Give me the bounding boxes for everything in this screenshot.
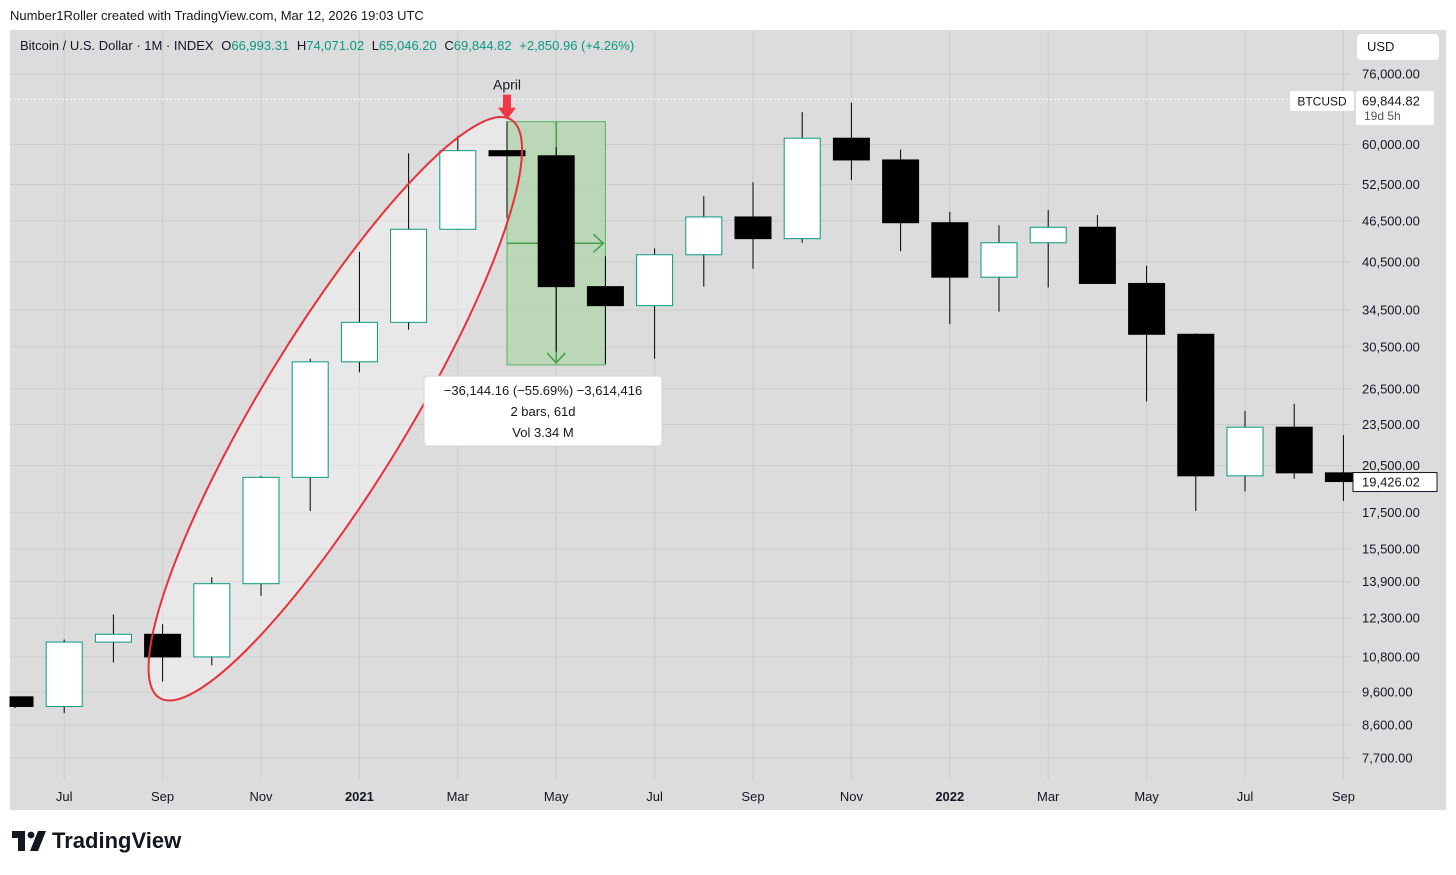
candle-down <box>1177 333 1215 477</box>
measure-right-arrowhead <box>592 233 605 253</box>
legend-high-value: 74,071.02 <box>306 38 365 53</box>
candle-up <box>685 216 723 256</box>
candle-down <box>882 159 920 224</box>
x-tick-label: Jul <box>56 789 73 804</box>
last-price-label: 69,844.82 <box>1362 94 1420 109</box>
x-tick-label: May <box>544 789 569 804</box>
candle-up <box>193 583 231 658</box>
x-tick-label: Mar <box>447 789 470 804</box>
y-tick-label: 60,000.00 <box>1362 137 1420 152</box>
legend-low-value: 65,046.20 <box>378 38 437 53</box>
highlight-ellipse-fill <box>148 117 523 701</box>
x-tick-label: Jul <box>646 789 663 804</box>
overlay-layer: April −36,144.16 (−55.69%) −3,614,416 2 ba… <box>147 77 1438 702</box>
candle-up <box>340 321 378 363</box>
tradingview-logo[interactable]: TradingView <box>12 828 181 854</box>
y-tick-label: 20,500.00 <box>1362 458 1420 473</box>
candle-up <box>94 633 132 643</box>
candle-down <box>734 216 772 240</box>
y-tick-label: 7,700.00 <box>1362 751 1413 766</box>
tradingview-wordmark: TradingView <box>52 828 182 853</box>
chart-credit: Number1Roller created with TradingView.c… <box>10 8 424 23</box>
legend-symbol: Bitcoin / U.S. Dollar · 1M · INDEX <box>20 38 214 53</box>
legend-close-value: 69,844.82 <box>453 38 512 53</box>
last-price-box <box>1356 91 1434 125</box>
candle-down <box>9 696 34 707</box>
y-tick-label: 46,500.00 <box>1362 213 1420 228</box>
legend-change: +2,850.96 (+4.26%) <box>519 38 635 53</box>
y-tick-label: 17,500.00 <box>1362 505 1420 520</box>
x-tick-label: May <box>1134 789 1159 804</box>
candle-up <box>291 361 329 478</box>
candle-down <box>144 633 182 658</box>
candle-down <box>931 222 969 278</box>
y-tick-label: 40,500.00 <box>1362 255 1420 270</box>
candle-down <box>1128 282 1166 335</box>
legend-close-label: C <box>444 38 454 53</box>
x-tick-label: Nov <box>249 789 273 804</box>
highlight-ellipse <box>147 116 524 702</box>
current-price-box <box>1352 472 1438 493</box>
candle-up <box>636 254 674 307</box>
current-price-label: 19,426.02 <box>1362 475 1420 490</box>
candle-up <box>1226 426 1264 477</box>
y-tick-label: 13,900.00 <box>1362 574 1420 589</box>
tradingview-logo-icon <box>12 831 46 851</box>
symbol-tag: BTCUSD <box>1297 95 1347 109</box>
measure-tooltip-line: −36,144.16 (−55.69%) −3,614,416 <box>444 383 642 398</box>
candle-up <box>1029 226 1067 244</box>
y-tick-label: 30,500.00 <box>1362 339 1420 354</box>
x-tick-label: Nov <box>840 789 864 804</box>
candle-down <box>488 150 526 157</box>
candle-up <box>242 476 280 585</box>
y-tick-label: 8,600.00 <box>1362 717 1413 732</box>
y-tick-label: 26,500.00 <box>1362 381 1420 396</box>
legend-high-label: H <box>296 38 307 53</box>
candle-up <box>439 150 477 230</box>
measure-tooltip <box>423 375 663 447</box>
y-tick-label: 52,500.00 <box>1362 177 1420 192</box>
y-tick-label: 76,000.00 <box>1362 67 1420 82</box>
axis-layer: 76,000.00 60,000.00 52,500.00 46,500.00 40,5… <box>56 67 1420 805</box>
ellipse-fill-layer <box>148 117 523 701</box>
x-tick-label: Mar <box>1037 789 1060 804</box>
candle-up <box>45 641 83 707</box>
x-tick-label: 2021 <box>345 789 374 804</box>
legend-low-label: L <box>371 38 379 53</box>
legend-open-label: O <box>221 38 232 53</box>
y-tick-label: 15,500.00 <box>1362 541 1420 556</box>
y-tick-label: 10,800.00 <box>1362 649 1420 664</box>
x-tick-label: 2022 <box>935 789 964 804</box>
candle-down <box>1078 226 1116 284</box>
april-arrow-icon <box>498 107 516 120</box>
candle-up <box>390 228 428 323</box>
y-tick-label: 9,600.00 <box>1362 685 1413 700</box>
measure-tooltip-line: 2 bars, 61d <box>510 404 575 419</box>
legend-open-value: 66,993.31 <box>231 38 290 53</box>
april-arrow-shaft <box>503 94 511 109</box>
candle-layer <box>9 102 1362 714</box>
y-tick-label: 23,500.00 <box>1362 417 1420 432</box>
candle-up <box>980 242 1018 278</box>
candle-up <box>783 137 821 240</box>
currency-button[interactable]: USD <box>1357 34 1439 60</box>
candle-down <box>832 137 870 161</box>
candle-down <box>537 155 575 288</box>
x-tick-label: Sep <box>1332 789 1355 804</box>
countdown-label: 19d 5h <box>1364 109 1401 123</box>
y-tick-label: 12,300.00 <box>1362 611 1420 626</box>
symbol-legend[interactable]: Bitcoin / U.S. Dollar · 1M · INDEX O66,9… <box>20 38 634 53</box>
x-tick-label: Sep <box>151 789 174 804</box>
y-tick-label: 34,500.00 <box>1362 302 1420 317</box>
measure-down-arrowhead <box>546 352 566 365</box>
candle-down <box>586 286 624 307</box>
measure-tooltip-line: Vol 3.34 M <box>512 425 573 440</box>
symbol-tag-box <box>1290 91 1354 111</box>
x-tick-label: Jul <box>1237 789 1254 804</box>
candle-down <box>1275 426 1313 474</box>
x-tick-label: Sep <box>741 789 764 804</box>
april-arrow-label: April <box>493 77 521 93</box>
